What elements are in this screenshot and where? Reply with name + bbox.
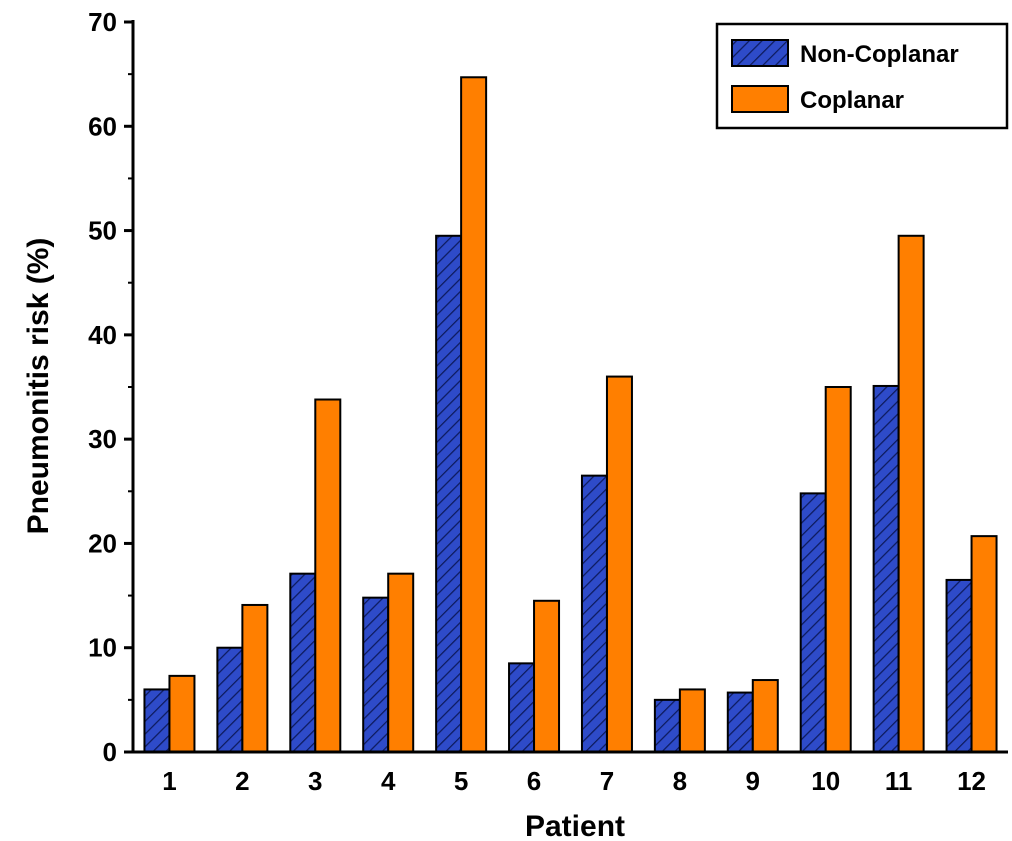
y-axis-title: Pneumonitis risk (%) [22, 238, 55, 535]
bar-non-coplanar-patient-7 [580, 474, 608, 753]
x-tick-label: 10 [811, 766, 840, 796]
y-tick-label: 0 [103, 737, 117, 767]
bar-non-coplanar-patient-9 [726, 691, 754, 753]
bar-non-coplanar-patient-10 [799, 492, 827, 753]
bar-coplanar-patient-7 [605, 375, 633, 753]
bar-coplanar-patient-1 [168, 674, 196, 753]
x-tick-label: 4 [381, 766, 396, 796]
bar-coplanar-patient-2 [241, 603, 269, 754]
bar-coplanar-patient-8 [678, 688, 706, 754]
x-tick-label: 5 [454, 766, 468, 796]
x-tick-label: 8 [673, 766, 687, 796]
x-tick-label: 7 [600, 766, 614, 796]
bar-coplanar-patient-3 [314, 398, 342, 753]
x-tick-label: 9 [746, 766, 760, 796]
legend: Non-Coplanar Coplanar [715, 22, 1009, 130]
legend-swatch-non-coplanar [731, 39, 789, 67]
bar-non-coplanar-patient-1 [143, 688, 171, 754]
bar-coplanar-patient-12 [970, 535, 998, 754]
bar-coplanar-patient-9 [751, 679, 779, 753]
bar-coplanar-patient-11 [897, 234, 925, 754]
x-tick-label: 6 [527, 766, 541, 796]
bar-coplanar-patient-5 [460, 76, 488, 754]
bar-non-coplanar-patient-3 [289, 572, 317, 754]
y-tick-label: 20 [88, 528, 117, 558]
legend-swatch-coplanar [731, 85, 789, 113]
y-tick-label: 60 [88, 111, 117, 141]
x-tick-label: 11 [885, 766, 913, 796]
bar-non-coplanar-patient-8 [653, 698, 681, 753]
bar-non-coplanar-patient-5 [435, 234, 463, 754]
y-tick-label: 40 [88, 320, 117, 350]
bar-non-coplanar-patient-6 [508, 662, 536, 753]
bar-non-coplanar-patient-2 [216, 646, 244, 754]
bar-non-coplanar-patient-12 [945, 578, 973, 754]
legend-label-non-coplanar: Non-Coplanar [800, 41, 959, 68]
bar-coplanar-patient-4 [387, 572, 415, 754]
x-tick-label: 3 [308, 766, 322, 796]
x-axis-title: Patient [525, 810, 625, 841]
y-tick-label: 50 [88, 216, 117, 246]
y-tick-label: 70 [88, 7, 117, 37]
x-tick-label: 1 [162, 766, 176, 796]
bar-non-coplanar-patient-4 [362, 596, 390, 754]
y-tick-label: 10 [88, 633, 117, 663]
legend-label-coplanar: Coplanar [800, 87, 904, 114]
bar-coplanar-patient-6 [533, 599, 561, 753]
y-tick-label: 30 [88, 424, 117, 454]
x-tick-label: 12 [957, 766, 986, 796]
x-tick-label: 2 [235, 766, 249, 796]
bar-non-coplanar-patient-11 [872, 384, 900, 753]
bar-coplanar-patient-10 [824, 386, 852, 753]
